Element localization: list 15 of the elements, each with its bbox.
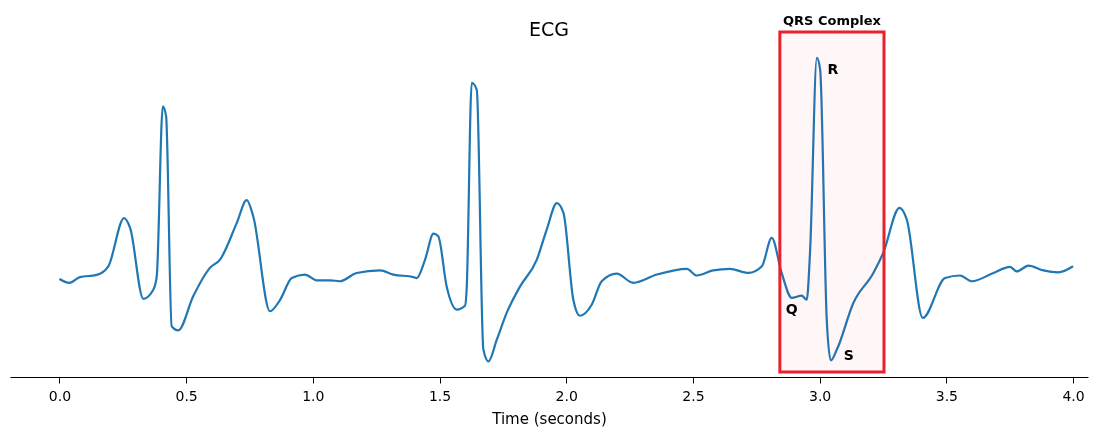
annotation: R: [827, 60, 839, 77]
x-axis-title: Time (seconds): [491, 409, 607, 428]
annotation: Q: [785, 300, 798, 317]
annotation: S: [843, 347, 854, 364]
chart-title: ECG: [529, 18, 569, 40]
x-tick-label: 2.5: [682, 387, 705, 404]
x-tick-label: 3.0: [809, 387, 832, 404]
x-tick-label: 0.5: [175, 387, 198, 404]
x-tick-label: 3.5: [935, 387, 958, 404]
x-tick-label: 0.0: [48, 387, 72, 404]
x-tick-label: 4.0: [1062, 387, 1085, 404]
x-tick-label: 1.0: [302, 387, 325, 404]
x-tick-label: 1.5: [428, 387, 452, 404]
band-label: QRS Complex: [782, 13, 882, 28]
x-tick-label: 2.0: [555, 387, 578, 404]
